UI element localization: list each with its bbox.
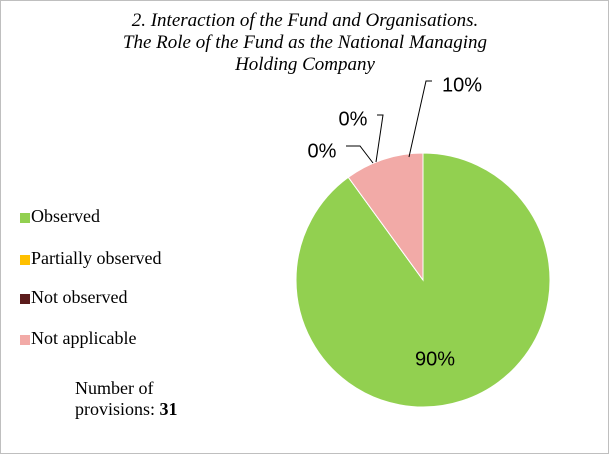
legend-swatch [20, 255, 30, 265]
annotation-value: 31 [159, 399, 178, 419]
data-label: 90% [415, 348, 455, 370]
leader-line [408, 80, 432, 158]
legend-label: Not applicable [31, 328, 136, 348]
leader-line [375, 114, 384, 163]
chart-title: Holding Company [234, 54, 375, 75]
legend-label: Not observed [31, 287, 127, 307]
legend-swatch [20, 213, 30, 223]
data-label: 0% [339, 108, 368, 130]
chart-title: The Role of the Fund as the National Man… [123, 32, 487, 53]
legend-label: Observed [31, 206, 100, 226]
legend-swatch [20, 335, 30, 345]
data-label: 0% [308, 140, 337, 162]
legend-swatch [20, 294, 30, 304]
annotation: Number of provisions: 31 [75, 378, 195, 420]
pie-slice [347, 152, 424, 282]
chart-title: 2. Interaction of the Fund and Organisat… [132, 10, 479, 31]
data-label: 10% [442, 74, 482, 96]
annotation-label: Number of provisions: [75, 378, 156, 419]
leader-line [346, 145, 374, 164]
legend-label: Partially observed [31, 248, 161, 268]
